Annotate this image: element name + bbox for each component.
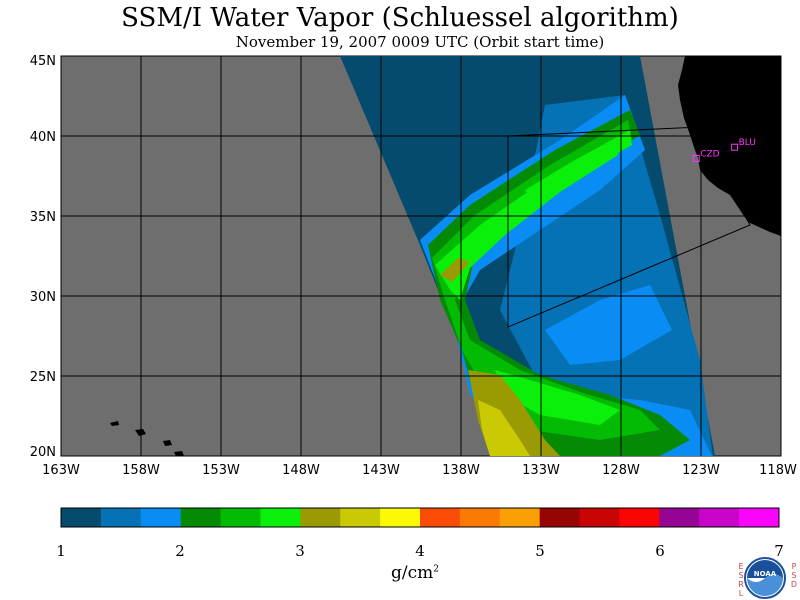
swath-bright-blue-band	[545, 285, 672, 365]
lon-label: 133W	[522, 463, 560, 478]
lat-label: 40N	[30, 130, 56, 145]
colorbar-swatch	[459, 508, 501, 527]
lon-label: 153W	[202, 463, 240, 478]
lon-label: 118W	[759, 463, 797, 478]
colorbar-tick-label: 4	[415, 542, 425, 560]
colorbar-unit-label: g/cm2	[380, 563, 450, 583]
colorbar-swatch	[140, 508, 182, 527]
map-gridlines	[61, 56, 781, 456]
analysis-region-outline	[507, 126, 751, 328]
colorbar-swatch	[380, 508, 421, 527]
land-hawaii-island	[163, 440, 172, 446]
station-label: BLU	[739, 138, 756, 148]
colorbar-swatch	[260, 508, 301, 527]
colorbar-swatch	[300, 508, 341, 527]
noaa-logo-text: NOAA	[754, 570, 777, 578]
lat-label: 30N	[30, 290, 56, 305]
lon-label: 128W	[602, 463, 640, 478]
swath-bright-green-band	[525, 130, 632, 205]
lon-label: 158W	[122, 463, 160, 478]
colorbar-swatch	[100, 508, 142, 527]
colorbar-swatch	[340, 508, 381, 527]
colorbar-swatch	[659, 508, 700, 527]
colorbar-tick-label: 6	[655, 542, 665, 560]
colorbar-tick-label: 2	[175, 542, 185, 560]
colorbar-swatch	[739, 508, 780, 527]
lon-label: 148W	[282, 463, 320, 478]
lon-label: 163W	[42, 463, 80, 478]
land-north-america	[678, 56, 781, 236]
map-subtitle: November 19, 2007 0009 UTC (Orbit start …	[235, 33, 605, 51]
unit-exponent: 2	[433, 564, 439, 575]
colorbar-swatch	[699, 508, 740, 527]
lon-label: 143W	[362, 463, 400, 478]
latitude-axis-labels: 45N 40N 35N 30N 25N 20N	[30, 54, 56, 460]
colorbar-tick-label: 3	[295, 542, 305, 560]
map-title: SSM/I Water Vapor (Schluessel algorithm)	[121, 3, 679, 33]
lon-label: 123W	[682, 463, 720, 478]
colorbar-swatch	[499, 508, 541, 527]
colorbar-swatch	[579, 508, 620, 527]
station-label: CZD	[700, 149, 719, 159]
colorbar-swatch	[61, 508, 102, 527]
land-hawaii-island	[174, 451, 184, 456]
noaa-logo: NOAA	[744, 557, 786, 599]
colorbar-swatch	[180, 508, 222, 527]
colorbar-tick-labels: 1 2 3 4 5 6 7	[56, 542, 784, 560]
colorbar-swatch	[539, 508, 581, 527]
swath-yellow-region	[478, 400, 530, 456]
lat-label: 45N	[30, 54, 56, 69]
lat-label: 35N	[30, 210, 56, 225]
lat-label: 20N	[30, 445, 56, 460]
unit-text: g/cm	[391, 563, 434, 583]
colorbar	[61, 508, 780, 527]
colorbar-swatch	[619, 508, 660, 527]
colorbar-swatch	[420, 508, 461, 527]
land-hawaii-island	[110, 421, 119, 426]
station-marker	[731, 143, 739, 151]
station-marker	[692, 154, 700, 162]
longitude-axis-labels: 163W 158W 153W 148W 143W 138W 133W 128W …	[42, 463, 797, 478]
swath-bright-green-band	[495, 370, 620, 425]
station-markers: CZD BLU	[692, 138, 756, 162]
colorbar-tick-label: 1	[56, 542, 66, 560]
lat-label: 25N	[30, 370, 56, 385]
colorbar-tick-label: 7	[774, 542, 784, 560]
colorbar-swatch	[220, 508, 261, 527]
swath-medium-green-band	[432, 120, 660, 440]
colorbar-tick-label: 5	[535, 542, 545, 560]
swath-olive-streak	[440, 258, 470, 282]
colorbar-frame	[60, 507, 780, 528]
lon-label: 138W	[442, 463, 480, 478]
